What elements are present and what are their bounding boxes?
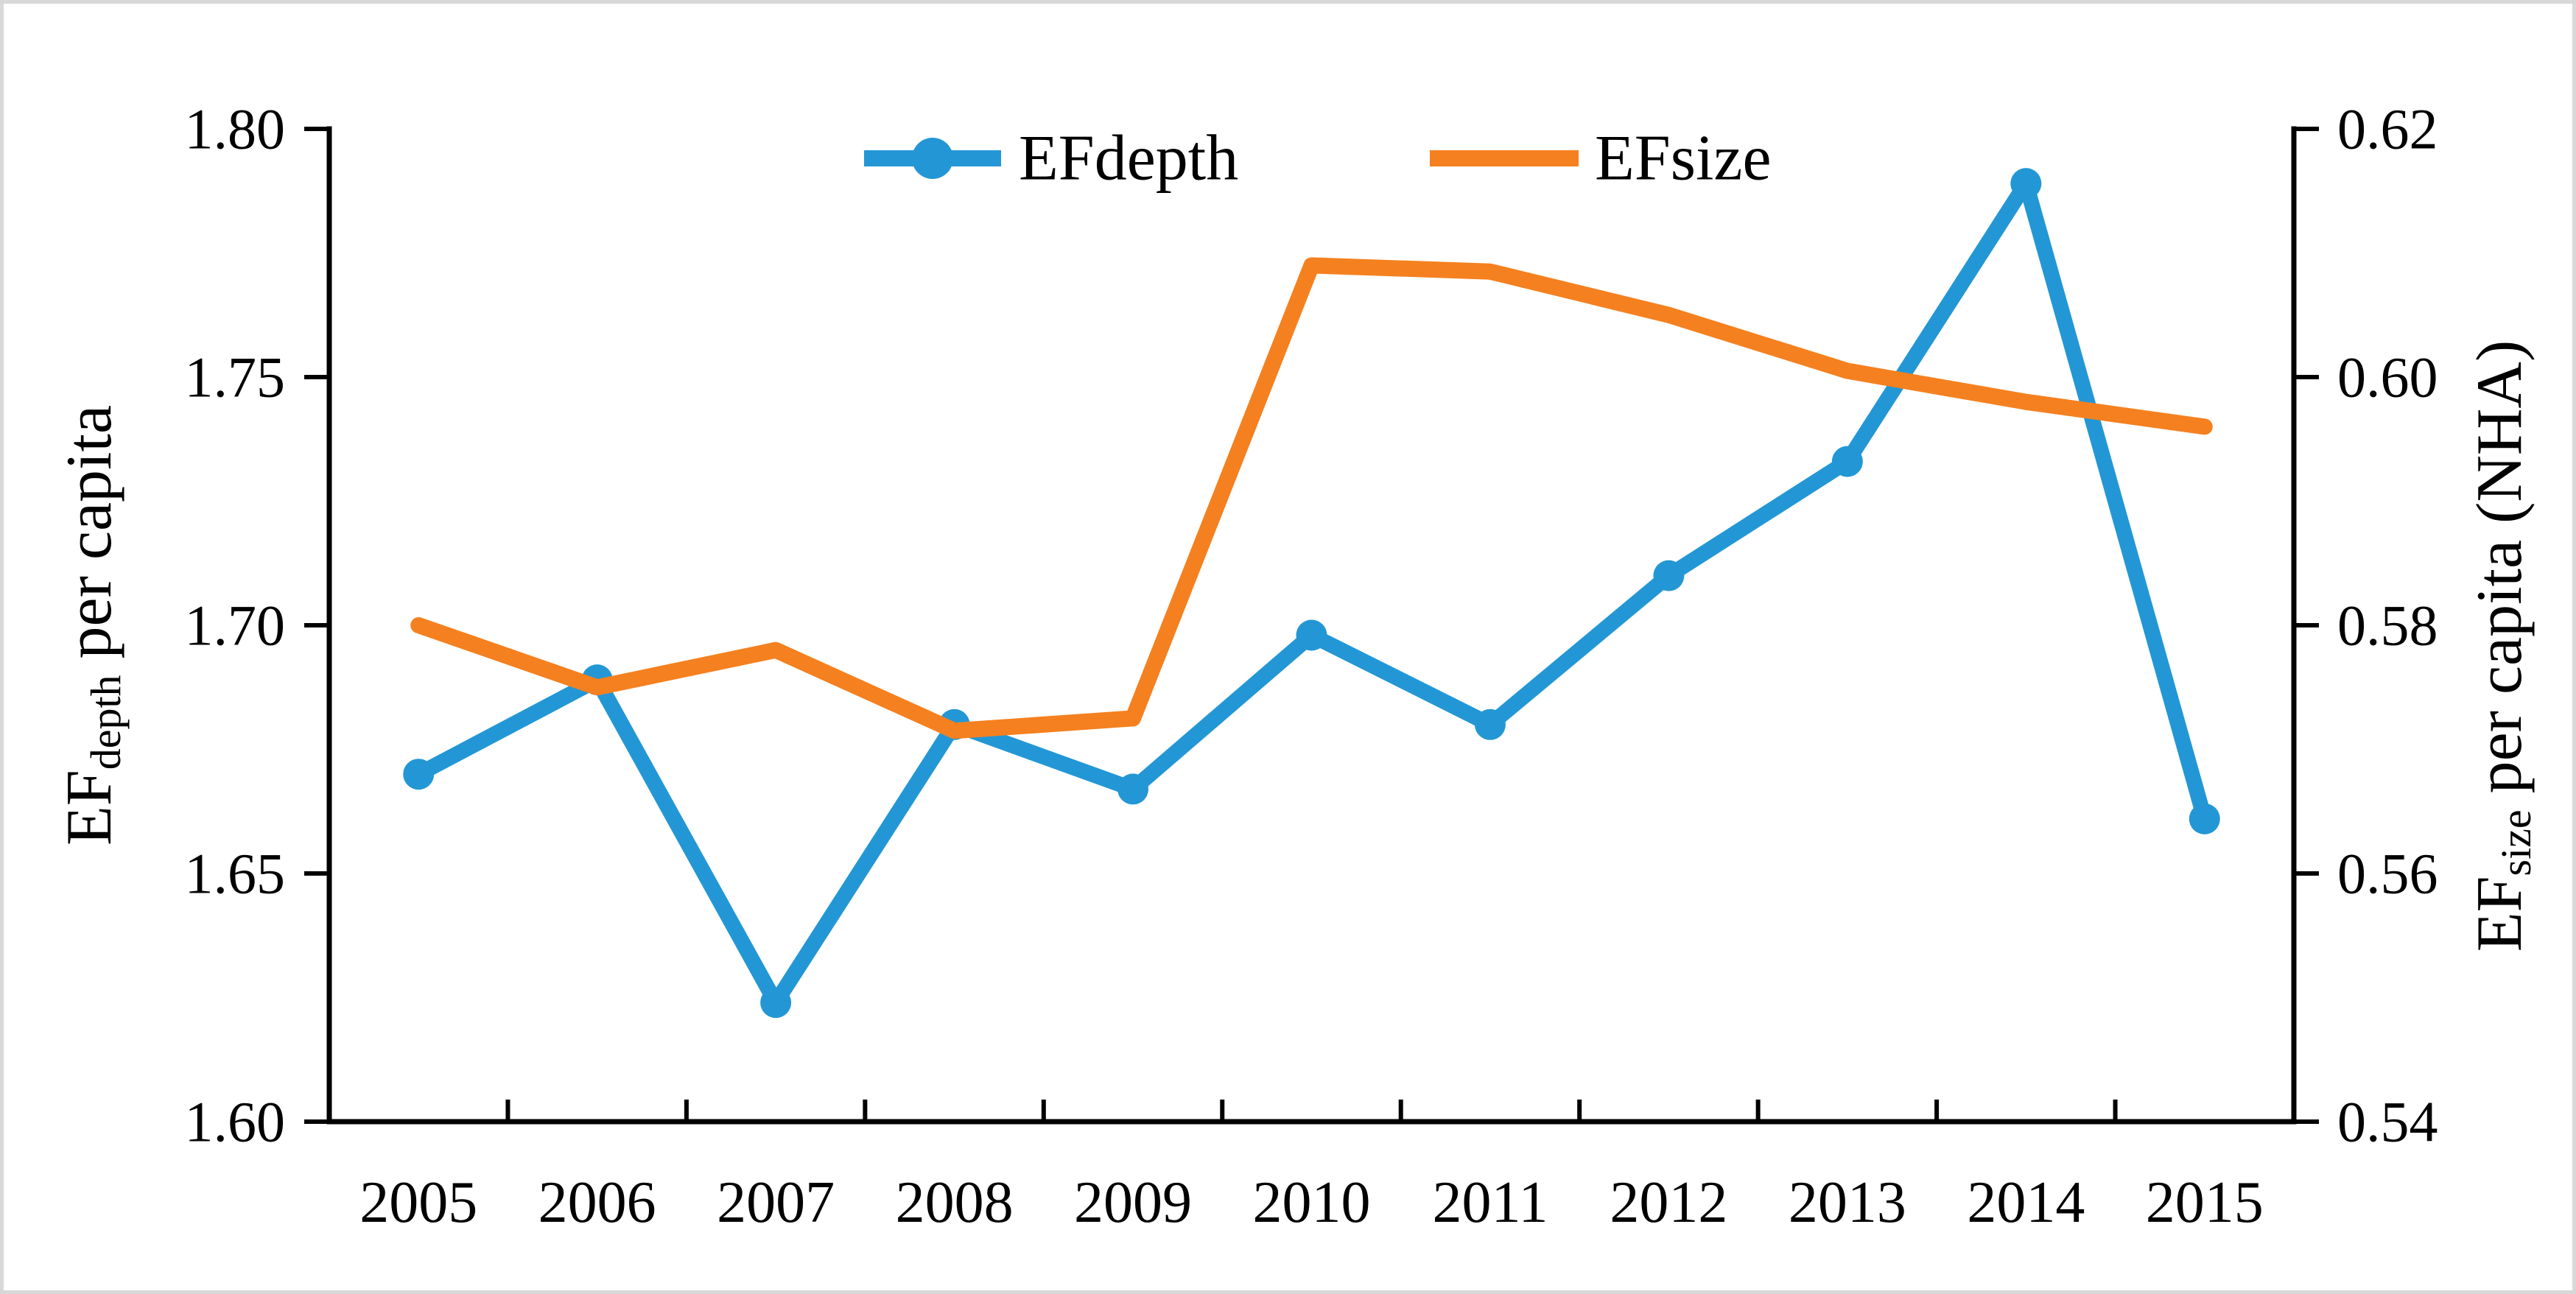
x-axis-tick-label: 2011 — [1432, 1170, 1548, 1235]
x-axis-tick-label: 2012 — [1610, 1170, 1727, 1235]
right-axis-tick-label: 0.62 — [2337, 97, 2438, 161]
efdepth-marker — [2010, 168, 2042, 200]
x-axis-tick-label: 2013 — [1789, 1170, 1906, 1235]
x-axis-tick-label: 2010 — [1253, 1170, 1371, 1235]
efdepth-marker — [1653, 560, 1685, 591]
legend-label: EFdepth — [1019, 123, 1238, 194]
left-axis-tick-label: 1.80 — [185, 97, 286, 161]
dual-axis-line-chart: 1.80 1.75 1.70 1.65 1.60 0.62 0.60 0.58 0.56 0.54… — [54, 97, 2540, 1236]
x-axis-tick-label: 2005 — [359, 1170, 477, 1235]
left-axis-tick-label: 1.75 — [185, 345, 286, 409]
efsize-line — [410, 257, 2213, 739]
efdepth-line — [410, 175, 2213, 1010]
legend-label: EFsize — [1595, 123, 1772, 194]
efdepth-marker — [2189, 803, 2220, 834]
efdepth-marker — [1117, 773, 1149, 805]
x-axis-tick-label: 2008 — [896, 1170, 1014, 1235]
efdepth-marker — [1474, 708, 1506, 740]
legend-marker-dot — [912, 138, 953, 179]
efdepth-marker — [403, 759, 435, 790]
efdepth-marker — [760, 987, 792, 1019]
x-axis-tick-label: 2014 — [1967, 1170, 2085, 1235]
efdepth-marker — [1296, 619, 1327, 651]
right-axis-tick-label: 0.56 — [2337, 842, 2438, 906]
x-axis-tick-label: 2006 — [538, 1170, 656, 1235]
left-axis-tick-label: 1.60 — [185, 1090, 286, 1154]
x-axis-tick-label: 2007 — [717, 1170, 835, 1235]
right-axis-tick-label: 0.60 — [2337, 345, 2438, 409]
right-axis-title: EFsize per capita (NHA) — [2464, 340, 2540, 952]
x-axis-tick-label: 2009 — [1074, 1170, 1192, 1235]
x-axis-tick-label: 2015 — [2146, 1170, 2264, 1235]
right-axis-tick-label: 0.58 — [2337, 594, 2438, 658]
efdepth-marker — [1831, 446, 1863, 477]
left-axis-tick-label: 1.65 — [185, 842, 286, 906]
left-axis-tick-label: 1.70 — [185, 594, 286, 658]
right-axis-tick-label: 0.54 — [2337, 1090, 2438, 1154]
left-axis-title: EFdepth per capita — [54, 405, 130, 845]
